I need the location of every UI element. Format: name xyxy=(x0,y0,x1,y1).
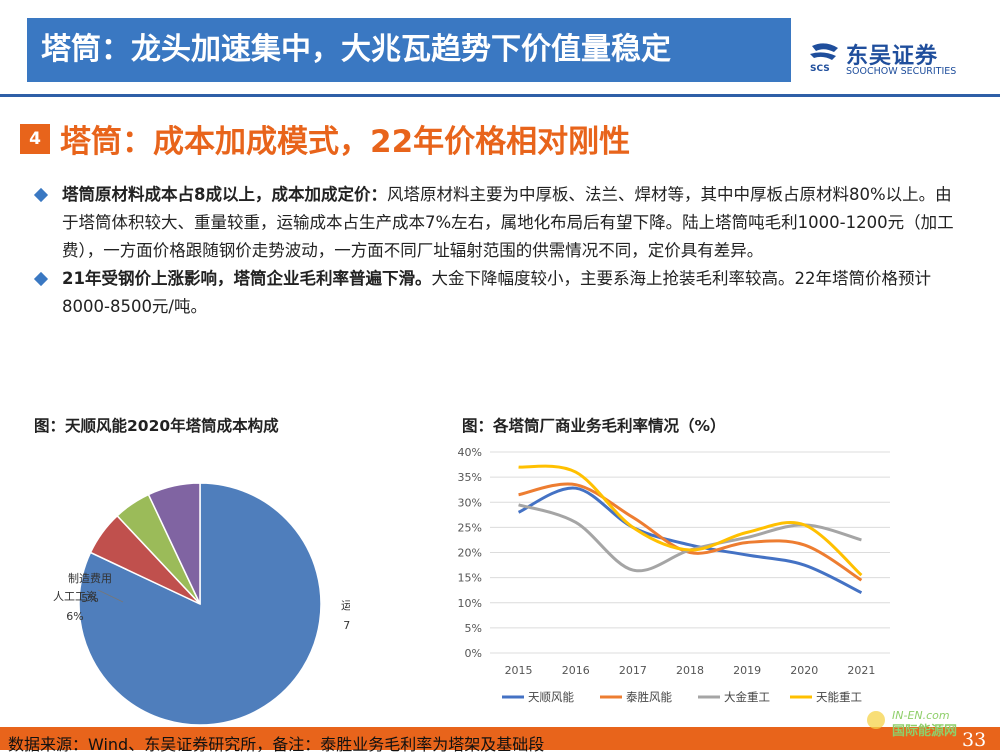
line-chart: 0% 5% 10% 15% 20% 25% 30% 35% 40% 2015 2016 2017 201… xyxy=(458,446,890,704)
pie-leader-line xyxy=(97,589,124,603)
pie-slice-freight xyxy=(147,482,201,605)
logo-mark-icon: SCS xyxy=(810,43,838,72)
pie-label-manufacturing: 制造费用 xyxy=(68,571,112,585)
slide-title-bar: 塔筒：龙头加速集中，大兆瓦趋势下价值量稳定 xyxy=(27,18,791,82)
slide-title: 塔筒：龙头加速集中，大兆瓦趋势下价值量稳定 xyxy=(41,32,671,67)
section-number-badge: 4 xyxy=(20,124,50,154)
section-title: 塔筒：成本加成模式，22年价格相对刚性 xyxy=(60,124,631,160)
x-tick-label: 2016 xyxy=(562,664,590,677)
y-tick-label: 5% xyxy=(465,622,482,635)
source-note: 数据来源：Wind、东吴证券研究所，备注：泰胜业务毛利率为塔架及基础段 xyxy=(8,735,545,754)
y-tick-label: 35% xyxy=(458,471,482,484)
series-line-dajin xyxy=(518,503,862,573)
logo-name-en: SOOCHOW SECURITIES xyxy=(846,66,957,77)
y-tick-label: 0% xyxy=(465,647,482,660)
sun-icon xyxy=(867,711,885,729)
y-tick-label: 10% xyxy=(458,597,482,610)
footer-bar xyxy=(0,727,1000,750)
x-tick-label: 2015 xyxy=(505,664,533,677)
pie-value-labor: 6% xyxy=(66,610,83,623)
x-tick-label: 2021 xyxy=(847,664,875,677)
logo-name-cn: 东吴证券 xyxy=(846,44,939,69)
y-tick-label: 20% xyxy=(458,547,482,560)
watermark-logo: IN-EN.com 国际能源网 xyxy=(867,709,957,739)
x-tick-label: 2018 xyxy=(676,664,704,677)
page-number: 33 xyxy=(962,729,987,751)
y-tick-label: 30% xyxy=(458,496,482,509)
header-divider xyxy=(0,94,1000,97)
company-logo: SCS 东吴证券 SOOCHOW SECURITIES xyxy=(808,42,978,82)
watermark-name: 国际能源网 xyxy=(892,723,957,739)
series-line-tianneng xyxy=(518,464,863,577)
series-line-tianshun xyxy=(517,486,863,595)
legend-label-tianneng: 天能重工 xyxy=(816,690,862,704)
watermark-brand: IN-EN.com xyxy=(892,709,950,722)
bullet-item: 21年受钢价上涨影响，塔筒企业毛利率普遍下滑。大金下降幅度较小，主要系海上抢装毛… xyxy=(33,265,966,321)
y-tick-label: 15% xyxy=(458,572,482,585)
line-chart-caption: 图：各塔筒厂商业务毛利率情况（%） xyxy=(462,417,726,435)
pie-label-freight: 运费 xyxy=(341,599,350,612)
legend-label-tianshun: 天顺风能 xyxy=(528,690,574,704)
x-tick-label: 2017 xyxy=(619,664,647,677)
pie-label-labor: 人工工资 xyxy=(53,590,97,603)
y-tick-label: 25% xyxy=(458,521,482,534)
pie-value-manufacturing: 5% xyxy=(81,592,98,605)
pie-value-freight: 7% xyxy=(343,619,350,632)
bullet-text: 风塔原材料主要为中厚板、法兰、焊材等，其中中厚板占原材料80%以上。由于塔筒体积… xyxy=(62,185,954,260)
bullet-item: 塔筒原材料成本占8成以上，成本加成定价：风塔原材料主要为中厚板、法兰、焊材等，其… xyxy=(33,181,966,265)
x-tick-label: 2019 xyxy=(733,664,761,677)
legend-label-dajin: 大金重工 xyxy=(724,690,770,704)
bullet-list: 塔筒原材料成本占8成以上，成本加成定价：风塔原材料主要为中厚板、法兰、焊材等，其… xyxy=(33,181,966,321)
pie-chart-caption: 图：天顺风能2020年塔筒成本构成 xyxy=(34,417,279,435)
series-line-taisheng xyxy=(518,482,863,582)
diamond-bullet-icon xyxy=(33,271,49,287)
logo-abbr: SCS xyxy=(810,64,830,72)
legend-label-taisheng: 泰胜风能 xyxy=(626,690,672,704)
diamond-bullet-icon xyxy=(33,187,49,203)
bullet-lead: 塔筒原材料成本占8成以上，成本加成定价： xyxy=(62,185,387,204)
y-tick-label: 40% xyxy=(458,446,482,459)
bullet-lead: 21年受钢价上涨影响，塔筒企业毛利率普遍下滑。 xyxy=(62,269,432,288)
bullet-text: 大金下降幅度较小，主要系海上抢装毛利率较高。22年塔筒价格预计8000-8500… xyxy=(62,269,931,316)
x-tick-label: 2020 xyxy=(790,664,818,677)
